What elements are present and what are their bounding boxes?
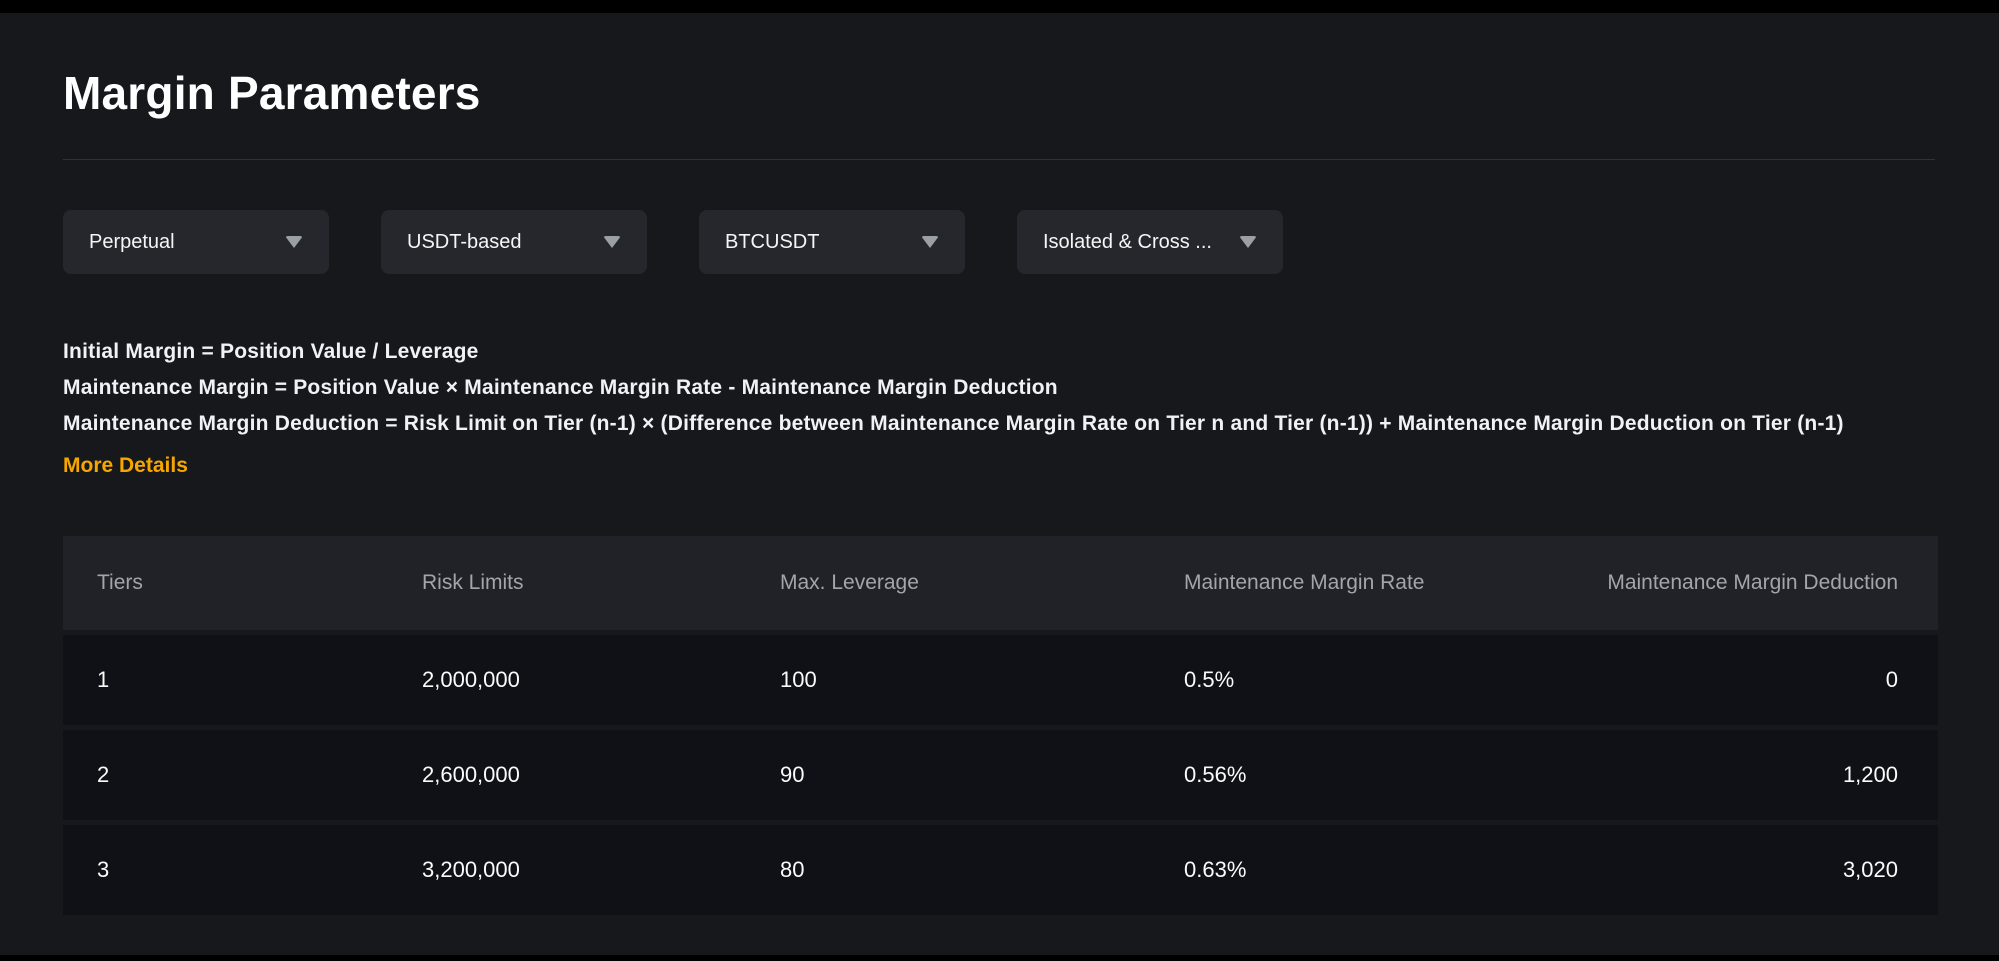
symbol-value: BTCUSDT	[725, 230, 820, 253]
cell-tier: 3	[97, 857, 110, 882]
margin-mode-dropdown[interactable]: Isolated & Cross ...	[1017, 210, 1283, 274]
cell-maintenance-margin-rate: 0.56%	[1184, 762, 1247, 787]
column-header-max-leverage: Max. Leverage	[780, 571, 919, 594]
contract-type-dropdown[interactable]: Perpetual	[63, 210, 329, 274]
column-header-maintenance-margin-deduction: Maintenance Margin Deduction	[1607, 571, 1898, 594]
table-header-row: Tiers Risk Limits Max. Leverage Maintena…	[63, 536, 1938, 630]
cell-risk-limit: 3,200,000	[422, 857, 520, 882]
cell-max-leverage: 100	[780, 667, 817, 692]
formula-maintenance-margin: Maintenance Margin = Position Value × Ma…	[63, 376, 1058, 399]
margin-parameters-page: Margin Parameters Perpetual USDT-based B…	[63, 67, 1938, 915]
cell-maintenance-margin-rate: 0.63%	[1184, 857, 1247, 882]
contract-type-value: Perpetual	[89, 230, 175, 253]
formula-initial-margin: Initial Margin = Position Value / Levera…	[63, 340, 479, 363]
cell-risk-limit: 2,000,000	[422, 667, 520, 692]
caret-down-icon	[285, 236, 303, 248]
cell-maintenance-margin-deduction: 0	[1885, 667, 1898, 692]
symbol-dropdown[interactable]: BTCUSDT	[699, 210, 965, 274]
cell-maintenance-margin-deduction: 1,200	[1842, 762, 1898, 787]
formula-maintenance-margin-deduction: Maintenance Margin Deduction = Risk Limi…	[63, 412, 1844, 435]
cell-maintenance-margin-rate: 0.5%	[1184, 667, 1235, 692]
settlement-currency-dropdown[interactable]: USDT-based	[381, 210, 647, 274]
table-row: 3 3,200,000 80 0.63% 3,020	[63, 825, 1938, 915]
formula-block: Initial Margin = Position Value / Levera…	[63, 334, 1938, 484]
cell-maintenance-margin-deduction: 3,020	[1842, 857, 1898, 882]
cell-tier: 1	[97, 667, 110, 692]
cell-tier: 2	[97, 762, 110, 787]
page-title: Margin Parameters	[63, 67, 481, 119]
title-divider	[63, 159, 1935, 160]
table-row: 1 2,000,000 100 0.5% 0	[63, 635, 1938, 725]
cell-risk-limit: 2,600,000	[422, 762, 520, 787]
caret-down-icon	[603, 236, 621, 248]
caret-down-icon	[1239, 236, 1257, 248]
cell-max-leverage: 90	[780, 762, 805, 787]
column-header-risk-limits: Risk Limits	[422, 571, 524, 594]
settlement-currency-value: USDT-based	[407, 230, 522, 253]
table-row: 2 2,600,000 90 0.56% 1,200	[63, 730, 1938, 820]
filter-bar: Perpetual USDT-based BTCUSDT Isolated & …	[63, 210, 1938, 274]
margin-mode-value: Isolated & Cross ...	[1043, 230, 1212, 253]
margin-tiers-table: Tiers Risk Limits Max. Leverage Maintena…	[63, 536, 1938, 915]
column-header-maintenance-margin-rate: Maintenance Margin Rate	[1184, 571, 1425, 594]
bottom-edge-bar	[0, 955, 1999, 961]
column-header-tiers: Tiers	[97, 571, 143, 594]
top-edge-bar	[0, 0, 1999, 13]
more-details-link[interactable]: More Details	[63, 454, 188, 477]
caret-down-icon	[921, 236, 939, 248]
cell-max-leverage: 80	[780, 857, 805, 882]
